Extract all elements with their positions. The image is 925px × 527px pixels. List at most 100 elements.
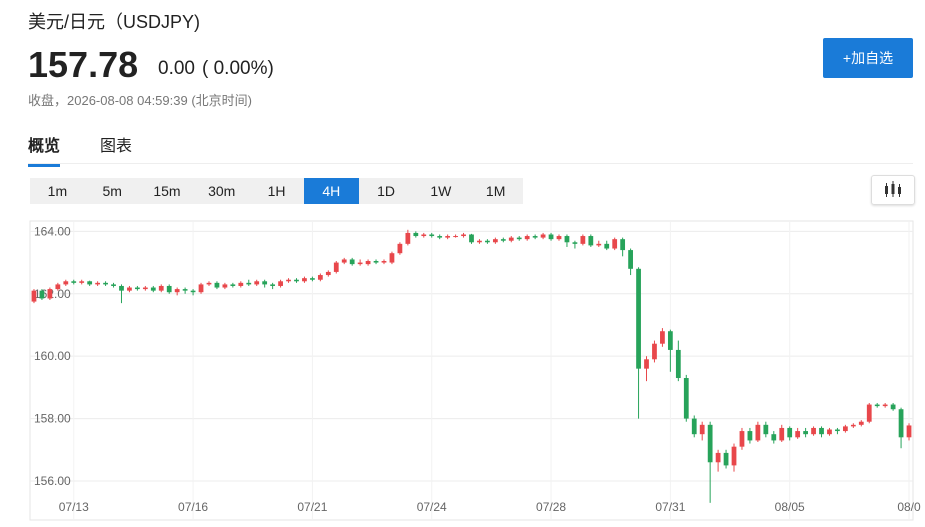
candle-body [866,404,872,422]
candle-body [214,282,220,288]
watchlist-button[interactable]: +加自选 [823,38,913,78]
candle-body [127,287,132,291]
candle-body [47,289,53,299]
price: 157.78 [28,44,139,85]
candle-body [310,278,315,280]
candle-body [811,427,816,435]
candle-body [461,234,466,237]
candle-body [254,281,260,285]
candle-body [715,452,721,463]
candle-body [198,284,204,293]
candle-body [652,343,657,360]
period-button[interactable]: 1D [377,183,396,199]
candle-body [795,431,801,438]
candle-body [731,446,737,466]
candle-body [532,236,538,238]
candle-body [405,232,411,244]
candle-body [158,285,164,291]
period-button[interactable]: 1M [485,183,506,199]
period-bar: 1m 5m 15m 30m 1H 4H 1D 1W 1M [30,178,523,204]
candle-body [135,287,140,290]
x-tick-label: 08/05 [775,500,805,514]
candle-body [906,425,912,438]
period-button[interactable]: 4H [303,178,359,204]
candle-body [174,289,180,293]
candle-body [182,289,188,291]
change-pct: ( 0.00%) [202,58,274,79]
candle-body [357,262,363,265]
candle-body [548,234,554,240]
x-tick-label: 07/16 [178,500,208,514]
candle-body [827,429,832,435]
candle-body [739,431,745,447]
candle-body [500,239,506,241]
candle-body [890,404,896,410]
period-button[interactable]: 15m [153,183,181,199]
candle-body [755,424,761,441]
candle-body [111,284,116,286]
candle-body [556,236,562,240]
x-tick-label: 07/21 [297,500,327,514]
candle-body [365,261,371,265]
candle-body [524,236,530,240]
candle-body [858,421,864,425]
candle-body [262,281,268,285]
y-tick-label: 156.00 [34,474,71,488]
candle-body [604,243,610,249]
candle-body [660,331,665,344]
period-button[interactable]: 1W [430,183,452,199]
candle-body [453,236,458,238]
candle-body [516,237,522,240]
y-tick-label: 162.00 [34,287,71,301]
x-tick-label: 07/31 [655,500,685,514]
candle-body [39,290,45,299]
candle-body [79,281,85,283]
period-button[interactable]: 1m [47,183,68,199]
candle-body [572,242,578,244]
candle-body [485,240,490,243]
candle-body [95,282,101,285]
tab[interactable]: 概览 [28,132,61,167]
candle-body [620,239,626,251]
candle-body [779,427,785,441]
candle-body [413,232,419,237]
candle-body [230,284,236,286]
chart-type-button[interactable] [871,175,915,205]
candle-body [294,279,299,282]
title: 美元/日元（USDJPY) [28,12,201,32]
candle-body [540,234,546,238]
candle-body [166,285,172,293]
candle-body [477,240,482,243]
candle-body [397,243,403,254]
candle-body [87,281,93,285]
candle-body [675,349,681,379]
candle-body [190,290,196,293]
change: 0.00 [158,58,195,79]
candle-body [317,275,323,280]
candle-body [389,253,395,263]
candle-body [691,418,697,435]
candle-body [636,268,641,369]
x-tick-label: 07/24 [417,500,447,514]
candle-body [373,261,379,263]
candle-body [341,259,347,263]
candle-body [71,281,77,283]
candle-body [421,234,427,237]
period-button[interactable]: 30m [208,183,236,199]
candle-body [835,429,840,432]
candle-body [747,431,753,441]
candle-body [63,281,69,285]
candle-body [644,359,649,369]
candle-body [803,431,808,435]
period-button[interactable]: 5m [102,183,122,199]
candle-body [238,282,244,286]
candle-body [349,259,355,265]
candle-body [381,261,387,263]
candle-body [763,424,769,435]
tab[interactable]: 图表 [100,138,133,155]
period-button[interactable]: 1H [267,183,286,199]
candle-body [55,284,61,290]
candle-body [429,234,435,237]
candle-body [302,278,307,282]
